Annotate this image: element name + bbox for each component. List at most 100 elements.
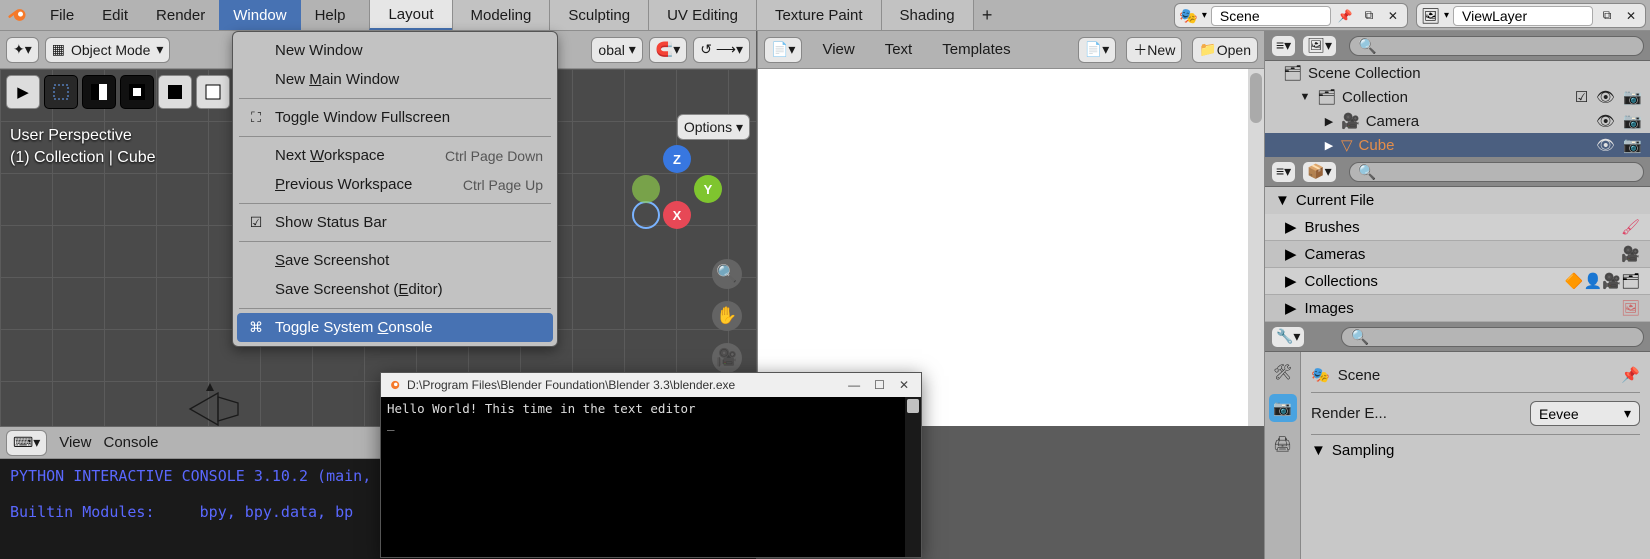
pin-icon[interactable]: 📌 bbox=[1335, 6, 1355, 26]
editor-type-button[interactable]: ✦▾ bbox=[6, 37, 39, 63]
workspace-tab-sculpting[interactable]: Sculpting bbox=[549, 0, 649, 30]
viewlayer-selector[interactable]: 🖼▾ ViewLayer ⧉ ✕ bbox=[1416, 3, 1646, 28]
render-engine-select[interactable]: Eevee▾ bbox=[1530, 401, 1640, 426]
pyconsole-menu-view[interactable]: View bbox=[59, 434, 91, 451]
menu-save-screenshot[interactable]: Save Screenshot bbox=[237, 246, 553, 275]
pyconsole-menu-console[interactable]: Console bbox=[103, 434, 158, 451]
texteditor-scroll-thumb[interactable] bbox=[1250, 73, 1262, 123]
outliner-collection[interactable]: ▼ 🗂 Collection ☑ 👁 📷 bbox=[1265, 85, 1650, 109]
tool-shade-d-icon[interactable] bbox=[196, 75, 230, 109]
texteditor-new-button[interactable]: ＋ New bbox=[1126, 37, 1182, 63]
workspace-tab-uvediting[interactable]: UV Editing bbox=[648, 0, 757, 30]
workspace-tab-texturepaint[interactable]: Texture Paint bbox=[756, 0, 882, 30]
datablocks-type-button[interactable]: ≡▾ bbox=[1271, 161, 1296, 183]
sysconsole-output[interactable]: Hello World! This time in the text edito… bbox=[381, 397, 921, 557]
pan-gizmo-icon[interactable]: ✋ bbox=[712, 301, 742, 331]
outliner-type-button[interactable]: ≡▾ bbox=[1271, 35, 1296, 57]
scene-selector[interactable]: 🎭▾ Scene 📌 ⧉ ✕ bbox=[1174, 3, 1408, 28]
texteditor-open-button[interactable]: 📁 Open bbox=[1192, 37, 1258, 63]
workspace-tab-modeling[interactable]: Modeling bbox=[452, 0, 551, 30]
snap-button[interactable]: 🧲▾ bbox=[649, 37, 687, 63]
datablock-cameras[interactable]: ▶Cameras🎥 bbox=[1265, 241, 1650, 268]
sampling-section[interactable]: ▼Sampling bbox=[1311, 437, 1640, 464]
render-icon[interactable]: 📷 bbox=[1623, 112, 1642, 130]
proportional-edit-button[interactable]: ↺ ⟶▾ bbox=[693, 37, 750, 63]
tool-select-box-icon[interactable] bbox=[44, 75, 78, 109]
tool-shade-a-icon[interactable] bbox=[82, 75, 116, 109]
pyconsole-type-button[interactable]: ⌨▾ bbox=[6, 430, 47, 456]
scene-name-input[interactable]: Scene bbox=[1211, 6, 1331, 26]
orientation-button[interactable]: obal ▾ bbox=[591, 37, 642, 63]
disclosure-triangle-icon[interactable]: ▶ bbox=[1323, 115, 1335, 128]
maximize-icon[interactable]: ☐ bbox=[874, 378, 885, 392]
sysconsole-scrollbar[interactable] bbox=[905, 397, 921, 557]
minimize-icon[interactable]: — bbox=[848, 378, 860, 392]
eye-icon[interactable]: 👁 bbox=[1596, 88, 1615, 106]
axis-neg-y-icon[interactable] bbox=[632, 175, 660, 203]
texteditor-type-button[interactable]: 📄▾ bbox=[764, 37, 802, 63]
render-icon[interactable]: 📷 bbox=[1623, 136, 1642, 154]
viewlayer-name-input[interactable]: ViewLayer bbox=[1453, 6, 1593, 26]
copy-scene-icon[interactable]: ⧉ bbox=[1359, 6, 1379, 26]
menu-new-main-window[interactable]: New Main Window bbox=[237, 65, 553, 94]
pin-icon[interactable]: 📌 bbox=[1621, 366, 1640, 384]
prop-tab-tool-icon[interactable]: 🛠 bbox=[1269, 358, 1297, 386]
menu-save-screenshot-editor[interactable]: Save Screenshot (Editor) bbox=[237, 275, 553, 304]
close-icon[interactable]: ✕ bbox=[899, 378, 909, 392]
tool-shade-b-icon[interactable] bbox=[120, 75, 154, 109]
menu-file[interactable]: File bbox=[36, 0, 88, 30]
workspace-add-button[interactable]: + bbox=[973, 0, 1001, 30]
workspace-tab-layout[interactable]: Layout bbox=[369, 0, 452, 30]
sysconsole-scroll-thumb[interactable] bbox=[907, 399, 919, 413]
disclosure-triangle-icon[interactable]: ▶ bbox=[1323, 139, 1335, 152]
outliner-cube[interactable]: ▶ ▽ Cube 👁 📷 bbox=[1265, 133, 1650, 157]
properties-search[interactable]: 🔍 bbox=[1341, 327, 1644, 347]
zoom-gizmo-icon[interactable]: 🔍 bbox=[712, 259, 742, 289]
outliner-search[interactable]: 🔍 bbox=[1349, 36, 1644, 56]
texteditor-datablock-button[interactable]: 📄▾ bbox=[1078, 37, 1116, 63]
properties-type-button[interactable]: 🔧▾ bbox=[1271, 326, 1305, 348]
axis-neg-z-icon[interactable] bbox=[632, 201, 660, 229]
tool-shade-c-icon[interactable] bbox=[158, 75, 192, 109]
checkbox-icon[interactable]: ☑ bbox=[1575, 88, 1588, 106]
outliner-display-button[interactable]: 🖼▾ bbox=[1302, 35, 1337, 57]
workspace-tab-shading[interactable]: Shading bbox=[881, 0, 974, 30]
tool-cursor-icon[interactable]: ▶ bbox=[6, 75, 40, 109]
menu-edit[interactable]: Edit bbox=[88, 0, 142, 30]
texteditor-menu-templates[interactable]: Templates bbox=[932, 41, 1020, 58]
close-scene-icon[interactable]: ✕ bbox=[1383, 6, 1403, 26]
sysconsole-titlebar[interactable]: D:\Program Files\Blender Foundation\Blen… bbox=[381, 373, 921, 397]
datablocks-search[interactable]: 🔍 bbox=[1349, 162, 1644, 182]
eye-icon[interactable]: 👁 bbox=[1596, 112, 1615, 130]
datablock-images[interactable]: ▶Images🖼 bbox=[1265, 295, 1650, 322]
datablock-brushes[interactable]: ▶Brushes🖌 bbox=[1265, 214, 1650, 241]
orientation-gizmo[interactable]: Z Y X bbox=[632, 145, 722, 235]
axis-z-icon[interactable]: Z bbox=[663, 145, 691, 173]
camera-gizmo-icon[interactable]: 🎥 bbox=[712, 343, 742, 373]
texteditor-menu-text[interactable]: Text bbox=[875, 41, 923, 58]
mode-select[interactable]: ▦ Object Mode ▾ bbox=[45, 37, 171, 63]
menu-toggle-fullscreen[interactable]: ⛶Toggle Window Fullscreen bbox=[237, 103, 553, 132]
viewport-options-button[interactable]: Options ▾ bbox=[677, 114, 750, 140]
texteditor-menu-view[interactable]: View bbox=[812, 41, 864, 58]
datablocks-display-button[interactable]: 📦▾ bbox=[1302, 161, 1336, 183]
menu-window[interactable]: Window bbox=[219, 0, 300, 30]
axis-y-icon[interactable]: Y bbox=[694, 175, 722, 203]
prop-tab-output-icon[interactable]: 🖨 bbox=[1269, 430, 1297, 458]
eye-icon[interactable]: 👁 bbox=[1596, 136, 1615, 154]
outliner-scene-collection[interactable]: 🗂 Scene Collection bbox=[1265, 61, 1650, 85]
render-icon[interactable]: 📷 bbox=[1623, 88, 1642, 106]
axis-x-icon[interactable]: X bbox=[663, 201, 691, 229]
menu-show-status-bar[interactable]: ☑Show Status Bar bbox=[237, 208, 553, 237]
menu-next-workspace[interactable]: Next WorkspaceCtrl Page Down bbox=[237, 141, 553, 170]
menu-prev-workspace[interactable]: Previous WorkspaceCtrl Page Up bbox=[237, 170, 553, 199]
menu-new-window[interactable]: New Window bbox=[237, 36, 553, 65]
copy-viewlayer-icon[interactable]: ⧉ bbox=[1597, 6, 1617, 26]
datablock-collections[interactable]: ▶Collections🔶👤🎥🗂 bbox=[1265, 268, 1650, 295]
outliner-camera[interactable]: ▶ 🎥 Camera 👁 📷 bbox=[1265, 109, 1650, 133]
menu-render[interactable]: Render bbox=[142, 0, 219, 30]
menu-help[interactable]: Help bbox=[301, 0, 360, 30]
datablocks-current-file[interactable]: ▼Current File bbox=[1265, 187, 1650, 214]
close-viewlayer-icon[interactable]: ✕ bbox=[1621, 6, 1641, 26]
prop-tab-render-icon[interactable]: 📷 bbox=[1269, 394, 1297, 422]
